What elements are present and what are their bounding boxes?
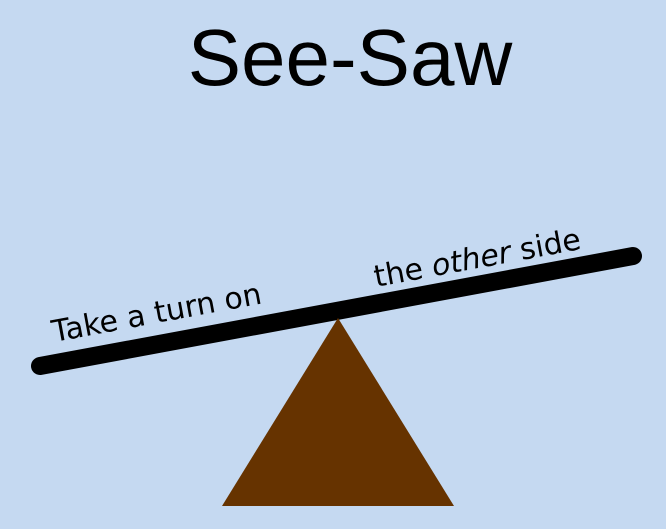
see-saw-fulcrum bbox=[222, 318, 454, 506]
see-saw-plank bbox=[31, 247, 642, 375]
diagram-title: See-Saw bbox=[187, 13, 513, 102]
